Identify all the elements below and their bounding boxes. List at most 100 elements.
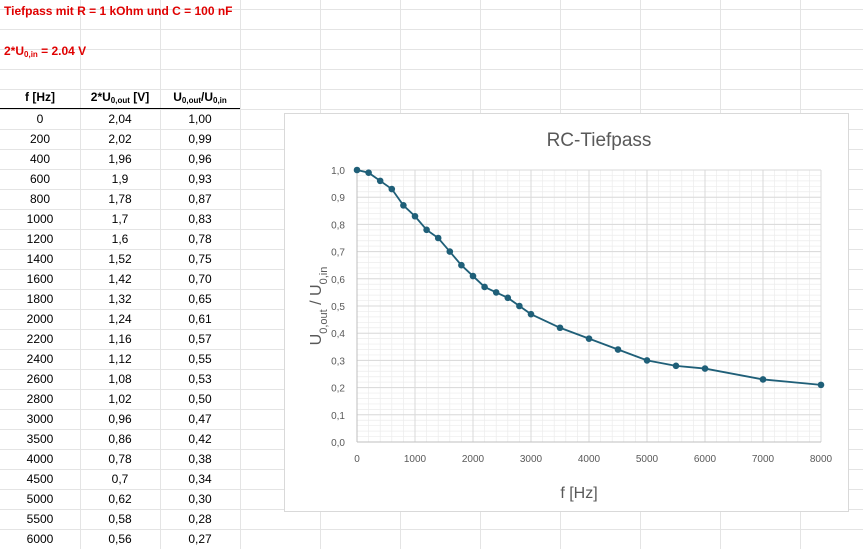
chart-area[interactable]: RC-Tiefpass 0 1000 2000 3000 4000 5000 6000 7000… xyxy=(284,113,849,512)
table-cell-u: 0,58 xyxy=(108,512,132,526)
data-point[interactable] xyxy=(504,294,512,302)
table-cell-u: 2,02 xyxy=(108,132,132,146)
data-point[interactable] xyxy=(388,185,396,193)
table-cell-r: 0,70 xyxy=(188,272,212,286)
data-point[interactable] xyxy=(585,335,593,342)
x-tick-label: 1000 xyxy=(404,454,427,465)
chart-title: RC-Tiefpass xyxy=(547,130,652,151)
y-tick-label: 0,4 xyxy=(331,329,345,340)
data-point[interactable] xyxy=(423,226,430,234)
y-tick-label: 0,0 xyxy=(331,438,345,449)
y-axis-label: U0,out / U0,in xyxy=(308,267,330,346)
data-point[interactable] xyxy=(516,302,523,310)
table-cell-f: 2800 xyxy=(26,392,54,406)
table-cell-r: 1,00 xyxy=(188,112,212,126)
data-point[interactable] xyxy=(492,289,500,296)
y-tick-label: 0,3 xyxy=(331,356,345,367)
table-cell-r: 0,75 xyxy=(188,252,212,266)
header-output-voltage: 2*U0,out [V] xyxy=(90,90,150,105)
data-point[interactable] xyxy=(434,234,442,242)
table-cell-r: 0,38 xyxy=(188,452,212,466)
table-cell-r: 0,93 xyxy=(188,172,212,186)
y-tick-label: 0,7 xyxy=(331,248,345,259)
data-point[interactable] xyxy=(672,362,680,370)
table-cell-r: 0,96 xyxy=(188,152,212,166)
data-point[interactable] xyxy=(376,177,384,185)
table-cell-u: 2,04 xyxy=(108,112,132,126)
data-point[interactable] xyxy=(614,346,622,353)
table-cell-u: 0,56 xyxy=(108,532,132,546)
table-cell-u: 1,42 xyxy=(108,272,132,286)
header-ratio: U0,out/U0,in xyxy=(173,90,227,105)
table-cell-f: 1200 xyxy=(26,232,54,246)
data-point[interactable] xyxy=(365,169,372,177)
table-cell-f: 3000 xyxy=(26,412,54,426)
y-tick-label: 0,8 xyxy=(331,220,345,231)
table-cell-u: 1,7 xyxy=(111,212,129,226)
x-axis-label: f [Hz] xyxy=(560,485,597,502)
table-cell-f: 2000 xyxy=(26,312,54,326)
data-point[interactable] xyxy=(411,212,419,220)
table-cell-f: 1400 xyxy=(26,252,54,266)
table-cell-r: 0,87 xyxy=(188,192,212,206)
table-cell-u: 1,12 xyxy=(108,352,132,366)
data-point[interactable] xyxy=(469,272,477,280)
y-tick-label: 0,6 xyxy=(331,275,345,286)
table-cell-r: 0,50 xyxy=(188,392,212,406)
y-tick-label: 0,9 xyxy=(331,193,345,204)
table-cell-u: 1,78 xyxy=(108,192,132,206)
table-cell-r: 0,65 xyxy=(188,292,212,306)
table-cell-f: 5500 xyxy=(26,512,54,526)
table-cell-u: 0,7 xyxy=(111,472,129,486)
y-tick-label: 0,1 xyxy=(331,411,345,422)
table-cell-r: 0,83 xyxy=(188,212,212,226)
table-cell-r: 0,30 xyxy=(188,492,212,506)
table-cell-r: 0,34 xyxy=(188,472,212,486)
table-cell-u: 1,6 xyxy=(111,232,129,246)
data-point[interactable] xyxy=(400,202,407,209)
table-cell-u: 1,16 xyxy=(108,332,132,346)
table-cell-r: 0,57 xyxy=(188,332,212,346)
data-point[interactable] xyxy=(759,376,767,383)
data-point[interactable] xyxy=(446,248,454,255)
table-cell-f: 4000 xyxy=(26,452,54,466)
table-cell-r: 0,47 xyxy=(188,412,212,426)
data-point[interactable] xyxy=(458,261,465,269)
input-voltage-label: 2*U0,in = 2.04 V xyxy=(4,44,87,59)
table-cell-f: 2400 xyxy=(26,352,54,366)
table-cell-u: 0,78 xyxy=(108,452,132,466)
data-point[interactable] xyxy=(817,381,825,389)
table-cell-f: 0 xyxy=(36,112,44,126)
table-cell-r: 0,78 xyxy=(188,232,212,246)
table-cell-r: 0,55 xyxy=(188,352,212,366)
table-cell-f: 600 xyxy=(29,172,51,186)
table-cell-f: 800 xyxy=(29,192,51,206)
table-cell-r: 0,42 xyxy=(188,432,212,446)
chart-svg: RC-Tiefpass 0 1000 2000 3000 4000 5000 6000 7000… xyxy=(308,130,833,502)
table-cell-f: 5000 xyxy=(26,492,54,506)
data-point[interactable] xyxy=(353,166,361,174)
table-cell-u: 0,96 xyxy=(108,412,132,426)
data-point[interactable] xyxy=(556,324,564,332)
table-cell-f: 400 xyxy=(29,152,51,166)
table-cell-u: 1,52 xyxy=(108,252,132,266)
table-cell-f: 2600 xyxy=(26,372,54,386)
table-cell-f: 1600 xyxy=(26,272,54,286)
data-point[interactable] xyxy=(481,283,488,291)
table-cell-r: 0,28 xyxy=(188,512,212,526)
sheet-title: Tiefpass mit R = 1 kOhm und C = 100 nF xyxy=(4,4,233,18)
table-cell-r: 0,27 xyxy=(188,532,212,546)
table-cell-r: 0,53 xyxy=(188,372,212,386)
x-tick-label: 0 xyxy=(354,454,360,465)
data-point[interactable] xyxy=(643,357,651,364)
x-tick-label: 2000 xyxy=(462,454,485,465)
header-frequency: f [Hz] xyxy=(25,90,55,104)
table-cell-u: 0,62 xyxy=(108,492,132,506)
y-tick-label: 0,5 xyxy=(331,302,345,313)
data-point[interactable] xyxy=(527,310,535,318)
table-cell-u: 1,96 xyxy=(108,152,132,166)
x-tick-label: 3000 xyxy=(520,454,543,465)
data-point[interactable] xyxy=(701,365,709,372)
table-cell-u: 0,86 xyxy=(108,432,132,446)
table-cell-f: 3500 xyxy=(26,432,54,446)
